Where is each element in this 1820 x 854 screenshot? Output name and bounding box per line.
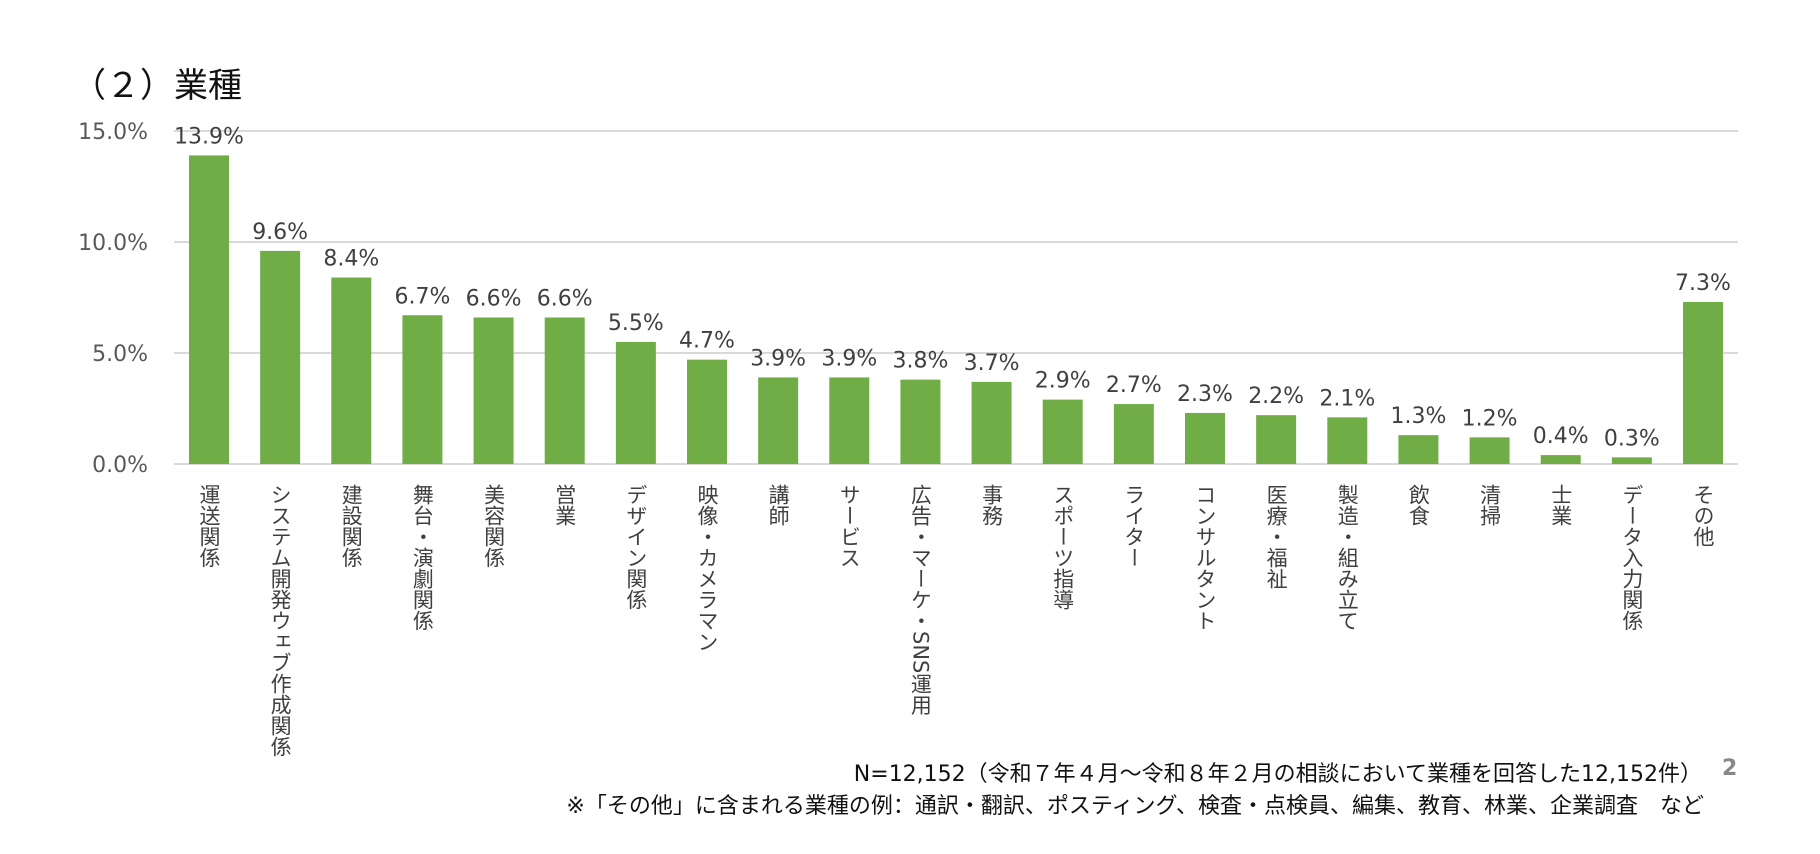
bar [1042, 399, 1083, 464]
data-label: 0.4% [1533, 424, 1589, 449]
category-label: ライター [1122, 484, 1146, 568]
data-label: 0.3% [1604, 426, 1660, 451]
other-examples-note: ※「その他」に含まれる業種の例：通訳・翻訳、ポスティング、検査・点検員、編集、教… [566, 794, 1704, 819]
data-label: 4.7% [679, 329, 735, 354]
data-label: 1.2% [1462, 406, 1518, 431]
bar [687, 359, 727, 464]
bar [544, 317, 585, 464]
bar [971, 381, 1012, 464]
data-label: 13.9% [174, 124, 244, 149]
bar [473, 317, 514, 464]
data-label: 2.7% [1106, 373, 1162, 398]
data-label: 3.7% [964, 351, 1020, 376]
data-label: 5.5% [608, 311, 664, 336]
data-label: 2.2% [1248, 384, 1304, 409]
category-label: 建設関係 [339, 484, 363, 568]
sample-size-note: N=12,152（令和７年４月～令和８年２月の相談において業種を回答した12,1… [853, 762, 1702, 787]
y-tick-label: 5.0% [92, 342, 148, 367]
category-label: デザイン関係 [624, 484, 648, 610]
category-label: 士業 [1549, 484, 1573, 526]
bar [1256, 415, 1297, 464]
category-label: 映像・カメラマン [695, 484, 719, 652]
bar [1398, 435, 1439, 464]
bar [1683, 301, 1723, 464]
y-tick-label: 15.0% [78, 120, 148, 145]
y-tick-label: 10.0% [78, 231, 148, 256]
category-label: 医療・福祉 [1264, 484, 1288, 589]
category-label: スポーツ指導 [1051, 484, 1075, 610]
bar [1469, 437, 1510, 464]
data-label: 8.4% [323, 247, 379, 272]
data-label: 2.1% [1319, 386, 1375, 411]
bar [1185, 412, 1225, 464]
chart-title: （２）業種 [72, 66, 242, 106]
category-label: 飲食 [1406, 484, 1430, 526]
data-label: 6.6% [466, 286, 522, 311]
data-label: 7.3% [1675, 271, 1731, 296]
bar [402, 315, 443, 464]
data-label: 3.9% [821, 346, 877, 371]
bar [829, 377, 870, 464]
category-label: 広告・マーケ・SNS運用 [908, 484, 932, 716]
category-label: 営業 [553, 484, 577, 526]
category-label: 講師 [766, 484, 790, 526]
bar [900, 379, 941, 464]
category-label: 製造・組み立て [1335, 484, 1359, 631]
bar-chart: 0.0% 5.0% 10.0% 15.0% 13.9% 運送関係 9.6% システム開発ウェブ… [78, 120, 1738, 757]
bar [758, 377, 799, 464]
data-label: 3.9% [750, 346, 806, 371]
data-label: 6.6% [537, 286, 593, 311]
data-label: 2.3% [1177, 382, 1233, 407]
bar [615, 341, 656, 464]
data-label: 1.3% [1390, 404, 1446, 429]
category-label: 清掃 [1478, 484, 1502, 526]
bar [260, 250, 301, 464]
bar [1327, 417, 1368, 464]
category-label: 美容関係 [482, 484, 506, 568]
data-label: 9.6% [252, 220, 308, 245]
bar [1113, 404, 1154, 464]
data-label: 3.8% [892, 349, 948, 374]
bar [331, 277, 372, 464]
bar [1540, 455, 1581, 464]
category-label: 舞台・演劇関係 [410, 484, 434, 631]
bar [189, 155, 229, 465]
category-label: データ入力関係 [1620, 484, 1644, 631]
category-label: システム開発ウェブ作成関係 [268, 484, 292, 757]
page-number: 2 [1722, 756, 1738, 781]
data-label: 2.9% [1035, 369, 1091, 394]
category-label: 事務 [980, 484, 1004, 526]
category-label: コンサルタント [1193, 484, 1217, 631]
category-label: サービス [837, 484, 861, 568]
y-tick-label: 0.0% [92, 453, 148, 478]
bar [1611, 457, 1652, 464]
category-label: 運送関係 [197, 484, 221, 568]
data-label: 6.7% [394, 284, 450, 309]
category-label: その他 [1691, 484, 1715, 547]
